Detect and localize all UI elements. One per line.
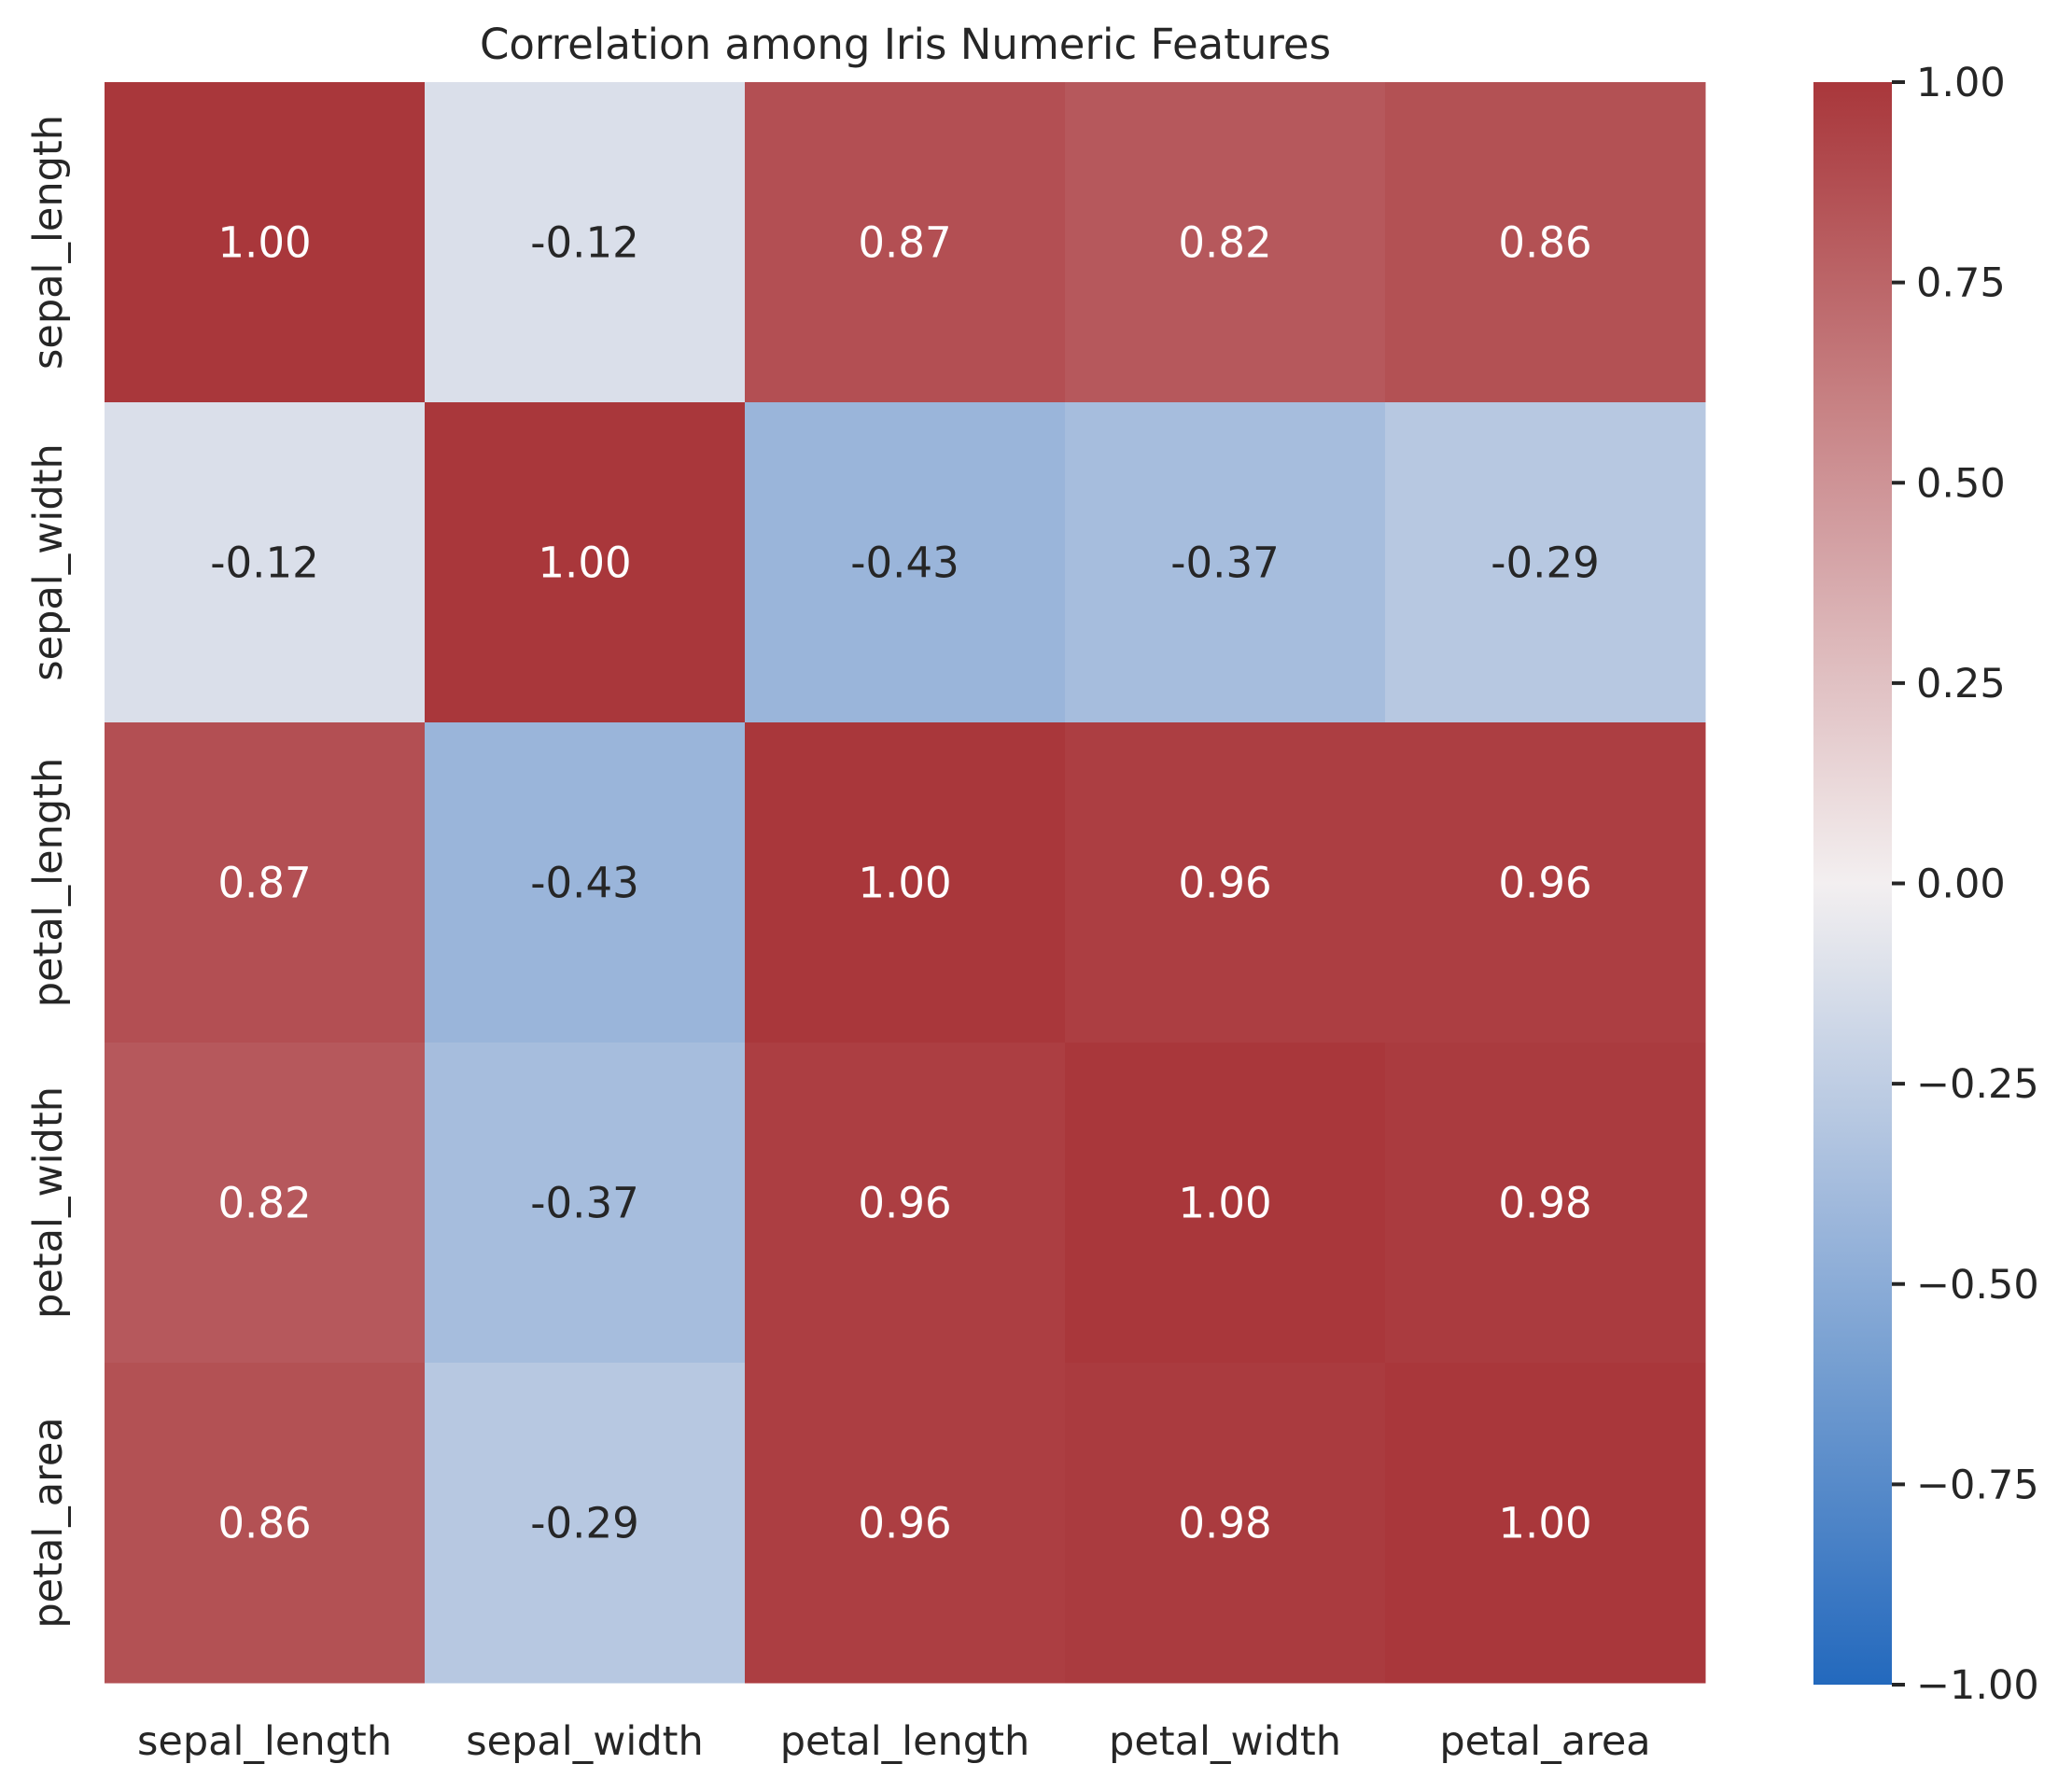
cell-value-label: 1.00 [217, 218, 311, 268]
heatmap-cell [745, 82, 1066, 403]
heatmap-cell [1065, 1043, 1386, 1364]
heatmap-cell [105, 402, 426, 723]
colorbar-tick-label: 0.25 [1916, 661, 2006, 707]
heatmap-cell [1065, 402, 1386, 723]
cell-value-label: 1.00 [1498, 1499, 1591, 1548]
cell-value-label: 1.00 [538, 539, 631, 588]
x-tick-label: petal_area [1439, 1718, 1650, 1765]
cell-value-label: 0.86 [217, 1499, 311, 1548]
x-tick-label: sepal_width [466, 1718, 703, 1765]
cell-value-label: 0.98 [1178, 1499, 1271, 1548]
heatmap-cell [1065, 82, 1386, 403]
colorbar-tick-label: −0.25 [1916, 1061, 2039, 1108]
heatmap-cell [1065, 722, 1386, 1043]
colorbar-tick-label: 0.00 [1916, 861, 2006, 908]
colorbar-tick-label: 0.75 [1916, 260, 2006, 307]
y-tick-label: petal_area [25, 1417, 72, 1628]
cell-value-label: 0.86 [1498, 218, 1591, 268]
heatmap-cell [1385, 1363, 1706, 1684]
heatmap-cell [1385, 402, 1706, 723]
y-tick-label: sepal_length [25, 115, 72, 370]
cell-value-label: 1.00 [1178, 1179, 1271, 1228]
heatmap-cell [425, 402, 746, 723]
heatmap-cell [745, 722, 1066, 1043]
cell-value-label: 0.96 [858, 1179, 951, 1228]
cell-value-label: -0.43 [530, 859, 638, 908]
heatmap-cell [105, 722, 426, 1043]
x-tick-label: sepal_length [137, 1718, 392, 1765]
heatmap-cell [425, 722, 746, 1043]
cell-value-label: -0.29 [1491, 539, 1599, 588]
cell-value-label: -0.37 [1170, 539, 1279, 588]
x-tick-label: petal_width [1109, 1718, 1341, 1765]
cell-value-label: 0.98 [1498, 1179, 1591, 1228]
cell-value-label: -0.29 [530, 1499, 638, 1548]
colorbar: 1.00 0.75 0.50 0.25 0.00 −0.25 −0.50 −0.75 −1.00 [1813, 60, 2039, 1709]
x-tick-label: petal_length [780, 1718, 1029, 1765]
cell-value-label: -0.43 [850, 539, 959, 588]
colorbar-tick-label: 0.50 [1916, 460, 2006, 507]
heatmap-cell [105, 82, 426, 403]
y-tick-label: petal_width [25, 1086, 72, 1319]
heatmap-cell [425, 1363, 746, 1684]
y-tick-label: sepal_width [25, 443, 72, 680]
heatmap-cell [425, 1043, 746, 1364]
heatmap-cell [745, 1363, 1066, 1684]
cell-value-label: 0.82 [1178, 218, 1271, 268]
colorbar-tick-label: 1.00 [1916, 60, 2006, 106]
heatmap-cell [1385, 1043, 1706, 1364]
cell-value-label: 0.87 [858, 218, 951, 268]
heatmap-cell [105, 1043, 426, 1364]
heatmap-cell [745, 1043, 1066, 1364]
x-axis-tick-labels: sepal_length sepal_width petal_length petal… [137, 1718, 1651, 1765]
cell-value-label: 0.82 [217, 1179, 311, 1228]
heatmap-cell [425, 82, 746, 403]
cell-value-label: 0.96 [1498, 859, 1591, 908]
cell-value-label: 0.96 [858, 1499, 951, 1548]
cell-value-label: 1.00 [858, 859, 951, 908]
heatmap-cells: 1.00 -0.12 0.87 0.82 0.86 -0.12 1.00 -0.43 -0.37… [105, 82, 1706, 1684]
cell-value-label: -0.12 [530, 218, 638, 268]
heatmap-cell [1385, 722, 1706, 1043]
heatmap-cell [745, 402, 1066, 723]
heatmap-cell [1065, 1363, 1386, 1684]
colorbar-gradient [1813, 82, 1892, 1685]
heatmap-cell [105, 1363, 426, 1684]
colorbar-tick-label: −1.00 [1916, 1662, 2039, 1709]
heatmap-cell [1385, 82, 1706, 403]
chart-title: Correlation among Iris Numeric Features [480, 20, 1331, 69]
cell-value-label: 0.87 [217, 859, 311, 908]
cell-value-label: -0.37 [530, 1179, 638, 1228]
y-axis-tick-labels: sepal_length sepal_width petal_lengthpetal… [25, 115, 72, 1629]
y-tick-label: petal_length [25, 758, 72, 1007]
colorbar-tick-label: −0.50 [1916, 1262, 2039, 1309]
cell-value-label: 0.96 [1178, 859, 1271, 908]
colorbar-tick-label: −0.75 [1916, 1462, 2039, 1508]
cell-value-label: -0.12 [210, 539, 318, 588]
